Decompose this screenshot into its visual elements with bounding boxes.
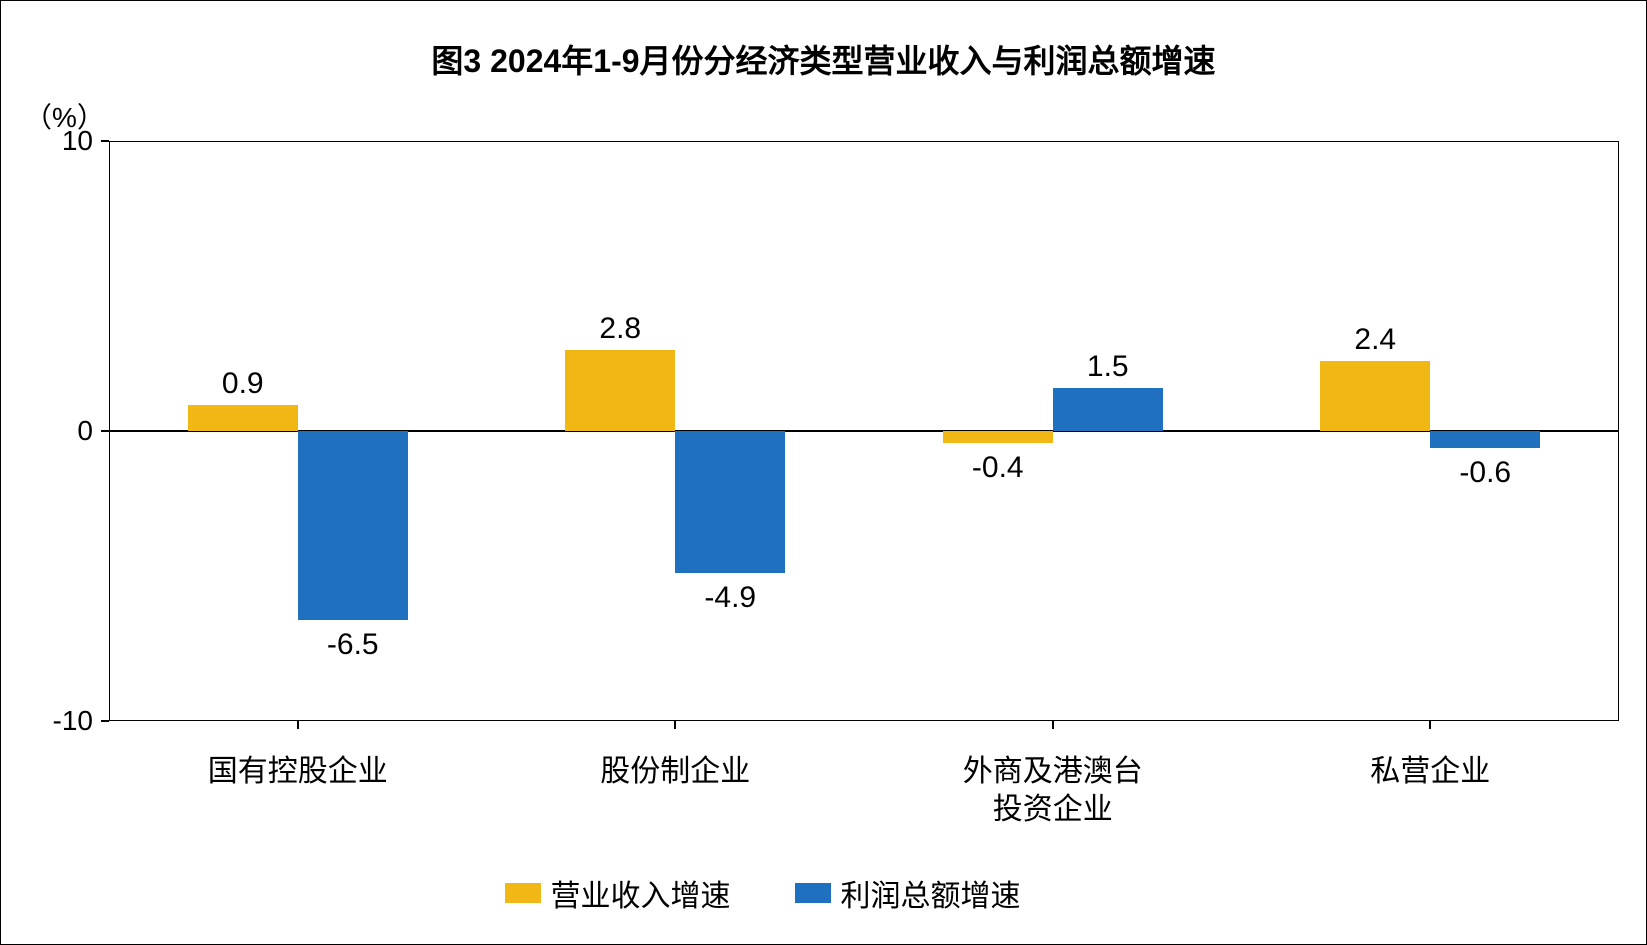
data-label: 2.8: [560, 312, 680, 346]
bar-profit: [675, 431, 785, 573]
bar-profit: [298, 431, 408, 620]
bar-profit: [1430, 431, 1540, 448]
legend-item: 利润总额增速: [795, 871, 1021, 915]
legend-label: 营业收入增速: [551, 871, 731, 915]
data-label: -6.5: [293, 628, 413, 662]
y-tick-label: 0: [77, 415, 93, 447]
bar-profit: [1053, 388, 1163, 432]
chart-container: 图3 2024年1-9月份分经济类型营业收入与利润总额增速 （%） -10010…: [0, 0, 1647, 945]
bar-revenue: [1320, 361, 1430, 431]
category-label: 私营企业: [1242, 753, 1620, 791]
chart-title: 图3 2024年1-9月份分经济类型营业收入与利润总额增速: [1, 36, 1646, 82]
x-tick-mark: [297, 721, 299, 729]
data-label: 1.5: [1048, 350, 1168, 384]
y-tick-mark: [101, 140, 109, 142]
legend-item: 营业收入增速: [505, 871, 731, 915]
x-tick-mark: [1052, 721, 1054, 729]
y-tick-mark: [101, 720, 109, 722]
data-label: 2.4: [1315, 323, 1435, 357]
data-label: 0.9: [183, 367, 303, 401]
bar-revenue: [565, 350, 675, 431]
category-label: 股份制企业: [487, 753, 865, 791]
legend-swatch: [795, 883, 831, 903]
y-tick-label: -10: [53, 705, 93, 737]
x-tick-mark: [674, 721, 676, 729]
legend-swatch: [505, 883, 541, 903]
bar-revenue: [943, 431, 1053, 443]
data-label: -0.4: [938, 451, 1058, 485]
bar-revenue: [188, 405, 298, 431]
data-label: -4.9: [670, 581, 790, 615]
y-tick-mark: [101, 430, 109, 432]
category-label: 国有控股企业: [109, 753, 487, 791]
data-label: -0.6: [1425, 456, 1545, 490]
y-tick-label: 10: [62, 125, 93, 157]
category-label: 外商及港澳台投资企业: [864, 753, 1242, 828]
x-tick-mark: [1429, 721, 1431, 729]
legend-label: 利润总额增速: [841, 871, 1021, 915]
